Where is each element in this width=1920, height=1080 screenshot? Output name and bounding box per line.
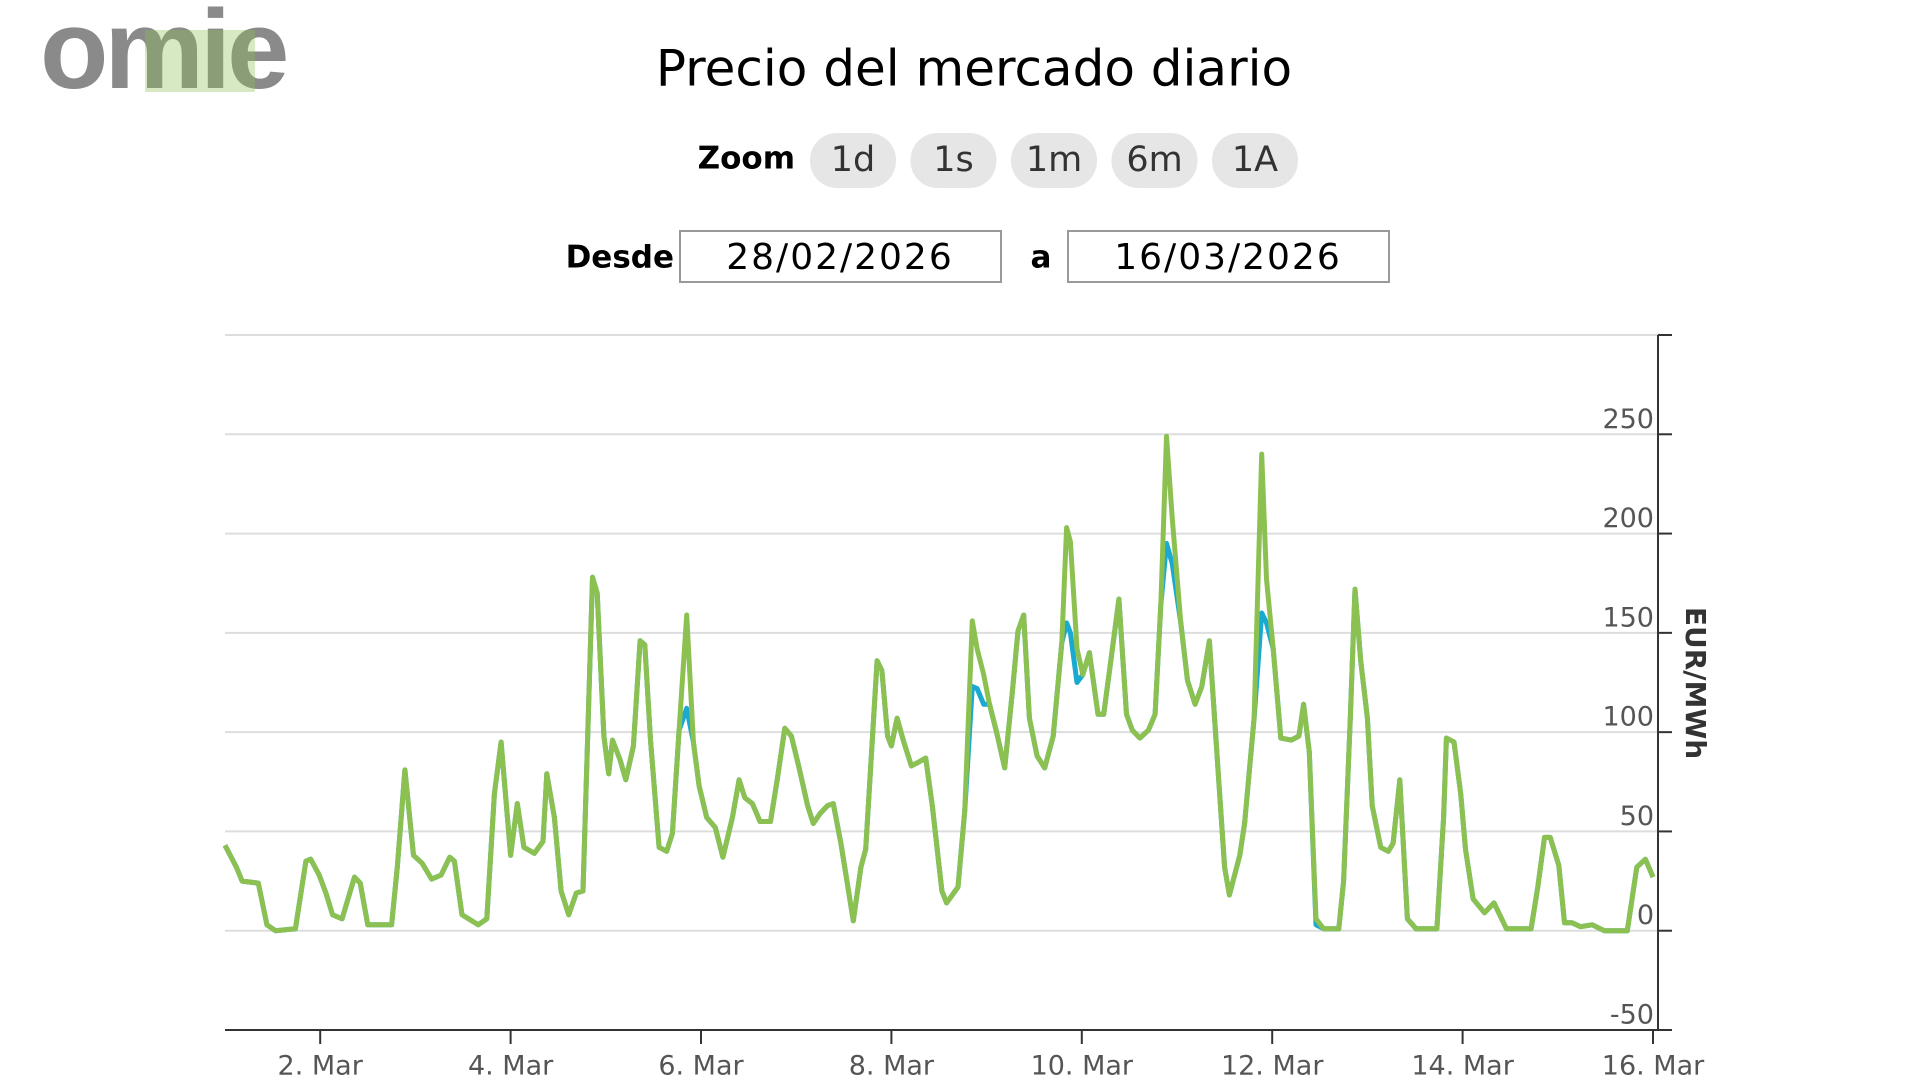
x-tick-label: 16. Mar (1602, 1051, 1705, 1080)
zoom-button-label: 1d (831, 140, 876, 180)
x-tick-label: 10. Mar (1031, 1051, 1134, 1080)
x-tick-label: 4. Mar (468, 1051, 554, 1080)
logo: omie (40, 0, 286, 112)
x-tick-label: 8. Mar (849, 1051, 935, 1080)
x-tick-label: 14. Mar (1411, 1051, 1514, 1080)
zoom-button[interactable] (1212, 133, 1298, 188)
y-tick-label: 50 (1620, 801, 1654, 832)
series-line (222, 433, 1656, 934)
chart-title: Precio del mercado diario (656, 40, 1292, 98)
x-tick-label: 6. Mar (658, 1051, 744, 1080)
zoom-button[interactable] (1011, 133, 1097, 188)
zoom-buttons: 1d 1s 1m 6m 1A (810, 133, 1298, 188)
to-label: a (1031, 240, 1052, 276)
y-tick-label: 150 (1602, 602, 1654, 633)
y-tick-label: 0 (1637, 900, 1654, 931)
x-tick-label: 12. Mar (1221, 1051, 1324, 1080)
y-tick-label: 250 (1602, 404, 1654, 435)
logo-accent (145, 30, 255, 92)
zoom-button-label: 1A (1232, 140, 1278, 180)
from-date: 28/02/2026 (726, 237, 954, 278)
zoom-button[interactable] (910, 133, 997, 188)
zoom-label: Zoom (698, 141, 795, 177)
zoom-button-label: 1m (1026, 140, 1082, 180)
to-date: 16/03/2026 (1114, 237, 1342, 278)
zoom-button[interactable] (1111, 133, 1198, 188)
zoom-button-label: 6m (1126, 140, 1182, 180)
from-label: Desde (566, 240, 674, 276)
from-date-input[interactable] (679, 230, 1002, 283)
zoom-button-label: 1s (933, 140, 974, 180)
y-axis-title: EUR/MWh (1679, 607, 1712, 759)
zoom-button[interactable] (810, 133, 896, 188)
x-tick-label: 2. Mar (278, 1051, 364, 1080)
to-date-input[interactable] (1067, 230, 1390, 283)
y-tick-label: 100 (1602, 702, 1654, 733)
y-tick-label: -50 (1610, 1000, 1654, 1031)
y-tick-label: 200 (1602, 503, 1654, 534)
